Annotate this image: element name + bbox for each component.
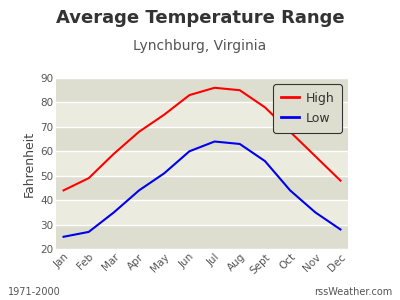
Text: Average Temperature Range: Average Temperature Range <box>56 9 344 27</box>
Text: Lynchburg, Virginia: Lynchburg, Virginia <box>133 39 267 53</box>
Bar <box>56 225 348 249</box>
Bar <box>56 78 348 102</box>
Text: 1971-2000: 1971-2000 <box>8 287 61 297</box>
Text: rssWeather.com: rssWeather.com <box>314 287 392 297</box>
Legend: High, Low: High, Low <box>273 84 342 133</box>
Y-axis label: Fahrenheit: Fahrenheit <box>23 130 36 196</box>
Bar <box>56 127 348 151</box>
Bar <box>56 176 348 200</box>
